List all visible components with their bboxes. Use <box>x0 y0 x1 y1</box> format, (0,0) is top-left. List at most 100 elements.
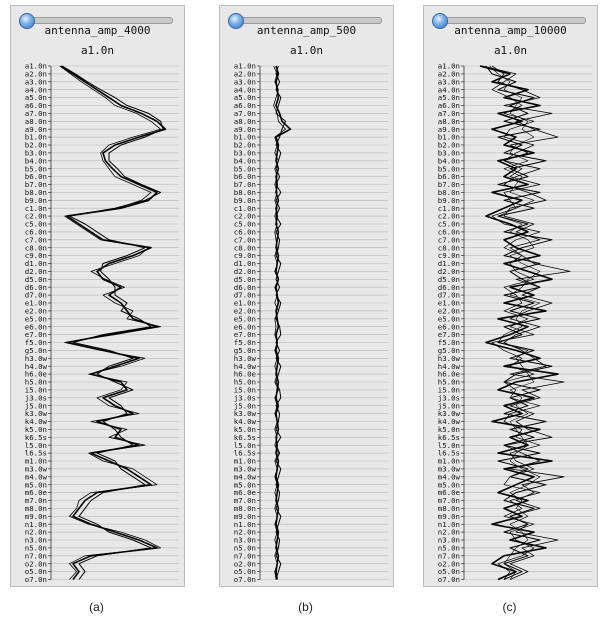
tick-label: a9.0n <box>234 125 256 134</box>
tick-label: a8.0n <box>438 117 460 126</box>
tick-label: k3.0w <box>25 409 48 418</box>
tick-label: c5.0n <box>234 220 256 229</box>
tick-label: d2.0n <box>234 267 256 276</box>
tick-label: a8.0n <box>25 117 47 126</box>
amplitude-slider[interactable] <box>432 13 586 29</box>
tick-label: b8.0n <box>25 188 47 197</box>
panel-title: antenna_amp_10000 <box>454 24 567 37</box>
tick-label: b7.0n <box>234 180 256 189</box>
tick-label: m3.0w <box>438 465 461 474</box>
tick-label: d5.0n <box>438 275 460 284</box>
tick-label: c2.0n <box>438 212 460 221</box>
series-line-5 <box>489 65 541 580</box>
tick-label: b2.0n <box>438 141 460 150</box>
tick-label: b4.0n <box>234 156 256 165</box>
tick-label: b7.0n <box>438 180 460 189</box>
tick-label: k5.0n <box>234 425 256 434</box>
series-line-3 <box>273 65 286 580</box>
slider-knob[interactable] <box>228 13 244 29</box>
tick-label: a3.0n <box>438 77 460 86</box>
tick-label: n2.0n <box>438 528 460 537</box>
tick-label: b3.0n <box>234 149 256 158</box>
tick-label: j5.0n <box>234 401 256 410</box>
tick-label: h3.0w <box>438 354 461 363</box>
tick-label: m4.0w <box>438 472 461 481</box>
tick-label: b6.0n <box>25 172 47 181</box>
tick-label: m5.0n <box>438 480 460 489</box>
tick-label: n7.0n <box>438 551 460 560</box>
amplitude-slider[interactable] <box>19 13 173 29</box>
tick-label: a5.0n <box>438 93 460 102</box>
tick-label: b1.0n <box>25 133 47 142</box>
tick-label: n2.0n <box>25 528 47 537</box>
tick-label: c9.0n <box>438 251 460 260</box>
tick-label: a2.0n <box>438 70 460 79</box>
tick-label: e2.0n <box>234 307 256 316</box>
tick-label: l6.5s <box>438 449 460 458</box>
tick-label: j5.0n <box>25 401 47 410</box>
series-line-1 <box>479 65 559 581</box>
tick-label: k4.0w <box>234 417 257 426</box>
tick-label: o2.0n <box>438 559 460 568</box>
tick-label: c5.0n <box>438 220 460 229</box>
tick-label: d6.0n <box>25 283 47 292</box>
tick-label: h4.0w <box>438 362 461 371</box>
series-line-2 <box>61 65 164 580</box>
tick-label: n7.0n <box>25 551 47 560</box>
tick-label: c1.0n <box>234 204 256 213</box>
tick-label: f5.0n <box>25 338 47 347</box>
slider-knob[interactable] <box>19 13 35 29</box>
tick-label: h5.0n <box>234 378 256 387</box>
tick-label: a3.0n <box>25 77 47 86</box>
tick-label: c9.0n <box>25 251 47 260</box>
tick-label: a7.0n <box>234 109 256 118</box>
series-line-3 <box>59 65 162 580</box>
tick-label: o7.0n <box>234 575 256 584</box>
tick-label: m5.0n <box>25 480 47 489</box>
tick-label: n3.0n <box>438 536 460 545</box>
tick-label: m7.0n <box>234 496 256 505</box>
tick-label: e1.0n <box>438 299 460 308</box>
tick-label: h6.0e <box>234 370 257 379</box>
tick-label: m8.0n <box>438 504 460 513</box>
tick-label: m9.0n <box>438 512 460 521</box>
tick-label: c2.0n <box>25 212 47 221</box>
tick-label: f5.0n <box>438 338 460 347</box>
slider-knob[interactable] <box>432 13 448 29</box>
tick-label: e7.0n <box>234 330 256 339</box>
tick-label: m4.0w <box>234 472 257 481</box>
tick-label: d6.0n <box>438 283 460 292</box>
profile-plot: a1.0na2.0na3.0na4.0na5.0na6.0na7.0na8.0n… <box>438 62 592 584</box>
tick-label: d7.0n <box>234 291 256 300</box>
tick-label: h5.0n <box>25 378 47 387</box>
tick-label: n1.0n <box>234 520 256 529</box>
tick-label: e5.0n <box>25 314 47 323</box>
tick-label: a8.0n <box>234 117 256 126</box>
tick-label: b1.0n <box>438 133 460 142</box>
tick-label: j3.0s <box>438 393 460 402</box>
tick-label: l6.5s <box>25 449 47 458</box>
amplitude-slider[interactable] <box>228 13 382 29</box>
tick-label: l5.0n <box>25 441 47 450</box>
tick-label: c5.0n <box>25 220 47 229</box>
tick-label: a4.0n <box>234 85 256 94</box>
tick-label: i5.0n <box>234 386 256 395</box>
tick-label: d1.0n <box>234 259 256 268</box>
tick-label: b5.0n <box>25 164 47 173</box>
tick-label: e2.0n <box>25 307 47 316</box>
caption-a: (a) <box>89 600 104 614</box>
tick-label: h6.0e <box>25 370 48 379</box>
tick-label: m7.0n <box>438 496 460 505</box>
tick-label: a1.0n <box>25 62 47 71</box>
tick-label: l6.5s <box>234 449 256 458</box>
series-line-3 <box>491 65 571 580</box>
tick-label: b8.0n <box>438 188 460 197</box>
tick-label: a5.0n <box>234 93 256 102</box>
tick-label: m5.0n <box>234 480 256 489</box>
tick-label: b2.0n <box>25 141 47 150</box>
tick-label: e1.0n <box>25 299 47 308</box>
panel-subtitle: a1.0n <box>289 44 324 57</box>
panel-subtitle: a1.0n <box>80 44 115 57</box>
tick-label: m1.0n <box>25 457 47 466</box>
tick-label: b9.0n <box>438 196 460 205</box>
